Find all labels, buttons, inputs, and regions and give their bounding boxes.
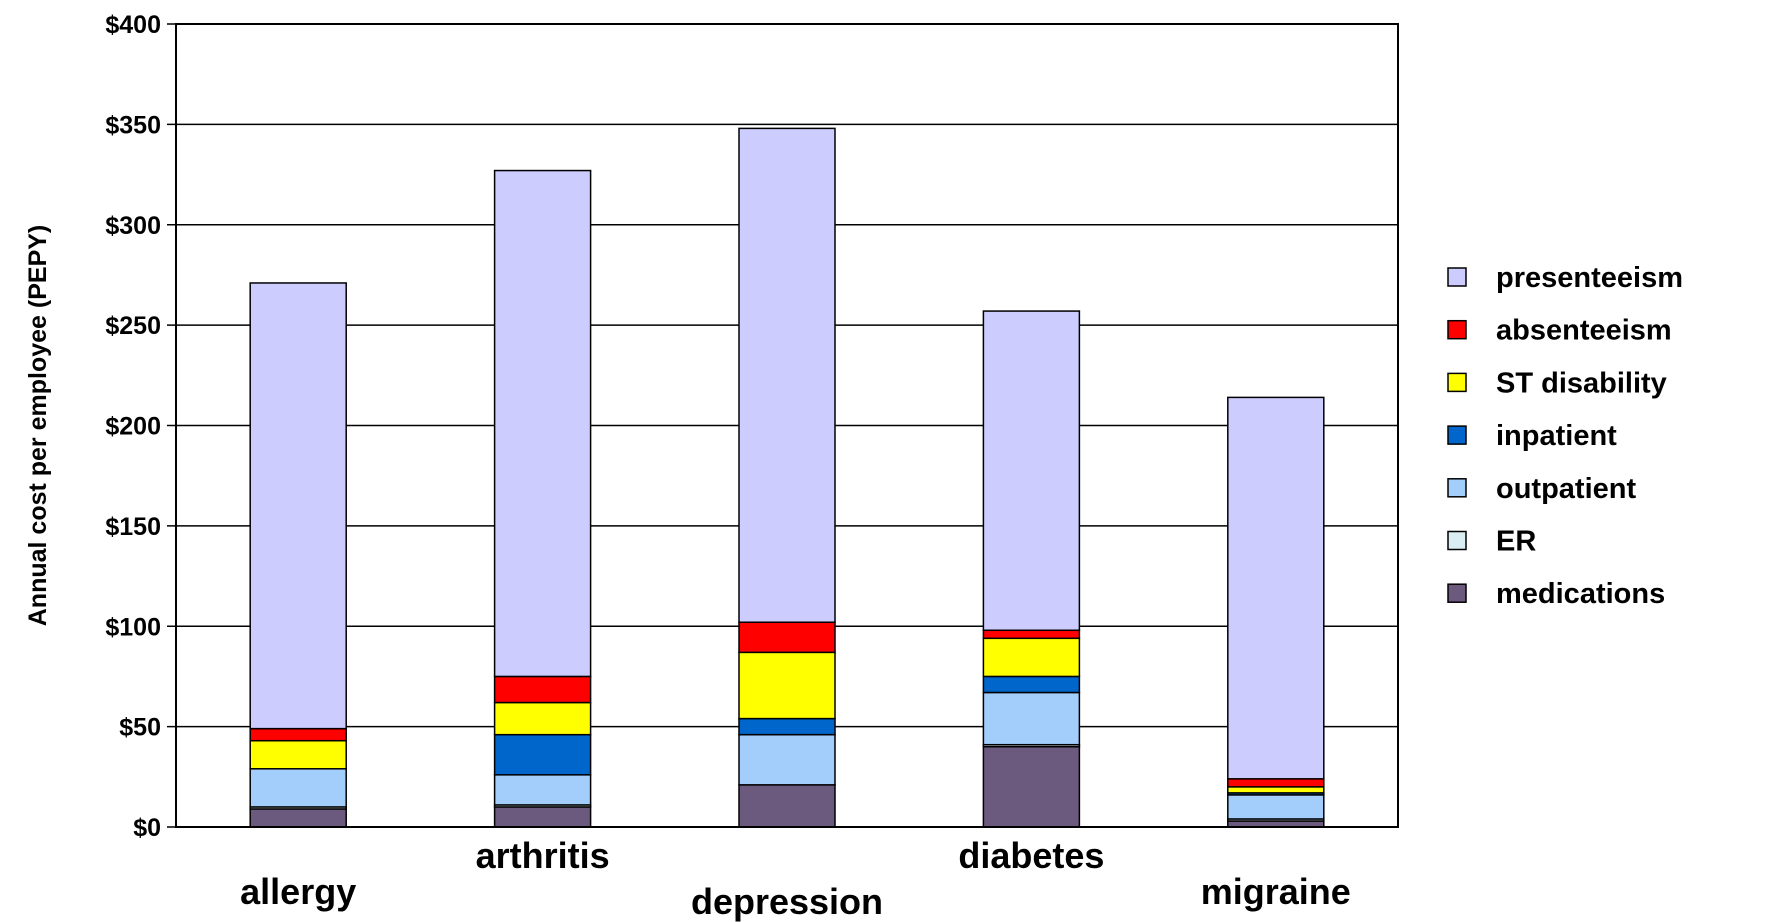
legend-swatch [1447, 530, 1467, 551]
bar-segment-outpatient-arthritis [493, 774, 592, 806]
bar-segment-medications-depression [738, 784, 836, 828]
legend-label: medications [1496, 578, 1665, 610]
bar-segment-outpatient-diabetes [982, 691, 1081, 746]
legend-label: presenteeism [1496, 262, 1683, 294]
y-tick-label: $0 [133, 814, 161, 842]
legend-swatch [1447, 583, 1467, 603]
y-axis-ticks: $0 $50 $100 $150 $200 $250 $300 $350 $400 [105, 11, 176, 842]
y-tick-label: $50 [119, 714, 161, 742]
legend-label: ST disability [1496, 367, 1667, 399]
bar-segment-presenteeism-arthritis [493, 169, 592, 678]
bar-segment-absenteeism-depression [738, 621, 836, 654]
bar-segment-inpatient-arthritis [493, 733, 592, 776]
y-tick-label: $100 [105, 613, 161, 641]
legend-swatch [1447, 425, 1467, 445]
x-category-label: allergy [240, 871, 356, 912]
legend-label: ER [1496, 526, 1536, 558]
legend-swatch [1447, 372, 1467, 393]
bar-segment-outpatient-allergy [249, 768, 347, 808]
legend-label: absenteeism [1496, 315, 1672, 347]
bar-segment-presenteeism-diabetes [982, 310, 1081, 632]
bar-segment-presenteeism-allergy [249, 282, 347, 730]
bar-segment-absenteeism-migraine [1227, 778, 1325, 788]
bar-segment-st-disability-allergy [249, 739, 347, 770]
x-category-label: diabetes [958, 835, 1104, 876]
bar-segment-st-disability-diabetes [982, 637, 1081, 678]
bar-segment-st-disability-arthritis [493, 701, 592, 736]
bar-segment-absenteeism-arthritis [493, 675, 592, 704]
bar-segment-presenteeism-depression [738, 127, 836, 623]
bar-segment-medications-arthritis [493, 806, 592, 828]
bar-segment-inpatient-depression [738, 717, 836, 736]
bar-segment-st-disability-migraine [1227, 786, 1325, 794]
legend-swatch [1447, 319, 1467, 340]
bars [249, 127, 1325, 828]
legend-label: inpatient [1496, 420, 1617, 452]
bar-segment-medications-allergy [249, 808, 347, 828]
bar-segment-absenteeism-diabetes [982, 629, 1081, 640]
legend: presenteeism absenteeism ST disability inpa… [1447, 262, 1683, 610]
x-category-label: migraine [1201, 871, 1351, 912]
legend-swatch [1447, 267, 1467, 287]
y-tick-label: $300 [105, 212, 161, 240]
legend-swatch [1447, 478, 1467, 498]
bar-segment-medications-diabetes [982, 745, 1081, 828]
legend-label: outpatient [1496, 473, 1636, 505]
bar-segment-outpatient-depression [738, 733, 836, 786]
y-tick-label: $250 [105, 312, 161, 340]
y-tick-label: $350 [105, 111, 161, 139]
bar-segment-outpatient-migraine [1227, 794, 1325, 820]
x-category-label: depression [691, 881, 883, 922]
bar-segment-st-disability-depression [738, 651, 836, 720]
y-tick-label: $400 [105, 11, 161, 39]
bar-segment-absenteeism-allergy [249, 727, 347, 742]
y-tick-label: $200 [105, 413, 161, 441]
y-tick-label: $150 [105, 513, 161, 541]
bar-segment-presenteeism-migraine [1227, 396, 1325, 780]
x-category-label: arthritis [476, 835, 610, 876]
bar-segment-inpatient-diabetes [982, 675, 1081, 694]
x-axis-categories: allergy arthritis depression diabetes migrai… [240, 835, 1351, 922]
y-axis-title: Annual cost per employee (PEPY) [24, 225, 52, 627]
